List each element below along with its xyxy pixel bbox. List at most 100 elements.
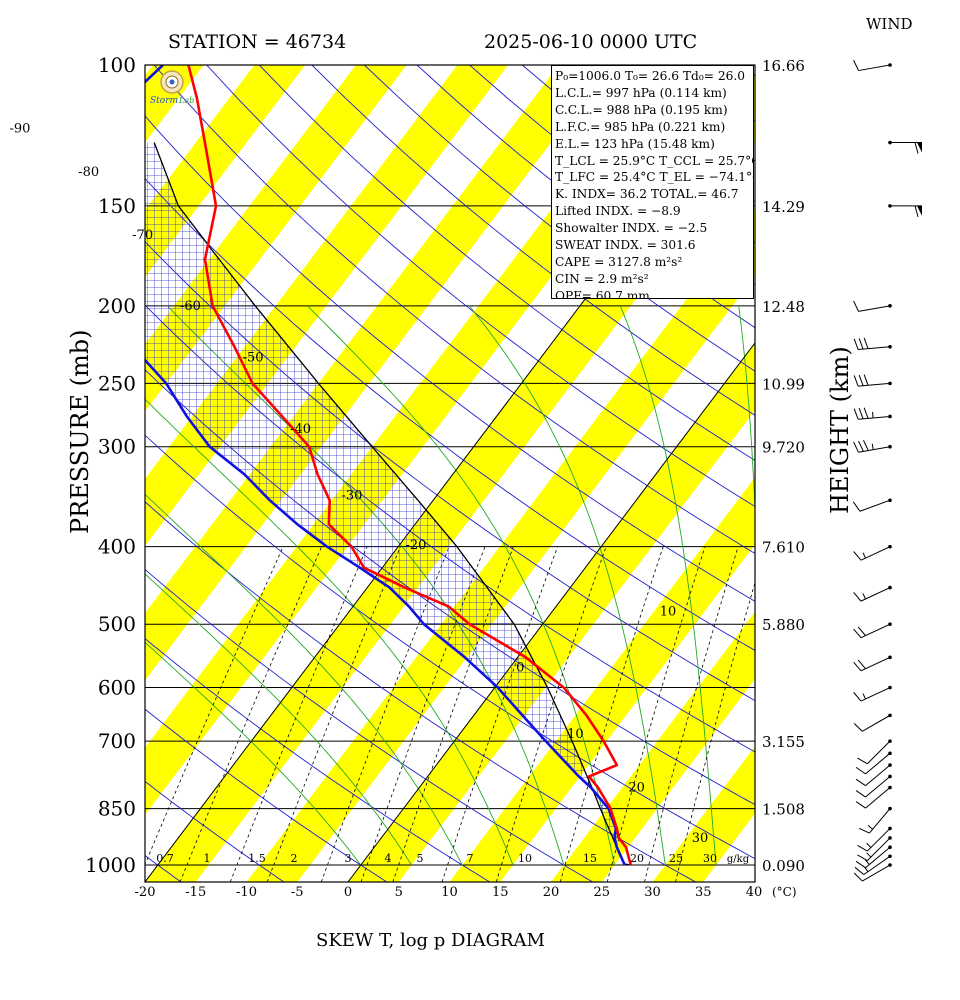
temperature-bands [145, 65, 755, 882]
wind-barb-staff [865, 846, 891, 869]
wind-barb-staff [858, 346, 891, 351]
mixing-ratio-line [179, 546, 322, 882]
wind-barb-feather [855, 801, 866, 809]
index-line: L.F.C.= 985 hPa (0.221 km) [555, 119, 726, 134]
dry-adiabat [145, 115, 755, 602]
wind-barb-feather [858, 407, 864, 420]
isotherm-value-label: -80 [78, 165, 99, 180]
mixing-ratio-label: 0.7 [156, 852, 174, 865]
wind-barb-dot [888, 713, 892, 718]
isotherm-band [652, 746, 755, 882]
isotherm-band [246, 208, 755, 882]
moist-adiabat [145, 493, 463, 866]
wind-barb-feather [854, 866, 865, 875]
wind-barb-feather [853, 692, 862, 702]
wind-barb-half-feather [872, 411, 874, 419]
isotherm-value-label: -20 [405, 538, 426, 553]
station-label: STATION = 46734 [168, 31, 347, 53]
mixing-ratio-label: 1.5 [248, 852, 266, 865]
index-line: L.C.L.= 997 hPa (0.114 km) [555, 85, 727, 100]
mixing-ratio-line [229, 546, 368, 882]
temperature-tick-label: -10 [236, 885, 257, 900]
temperature-tick-label: 20 [543, 885, 560, 900]
mixing-ratio-line [441, 546, 558, 882]
wind-barb-staff [862, 864, 891, 882]
dry-adiabat [145, 637, 491, 882]
moist-adiabat [145, 641, 362, 866]
mixing-ratio-line [644, 546, 739, 882]
temperature-tick-label: 0 [344, 885, 352, 900]
wind-barb-dot [888, 751, 892, 756]
mixing-ratio-label: 1 [204, 852, 211, 865]
wind-barb-staff [865, 776, 891, 798]
height-tick-label: 5.880 [762, 616, 805, 634]
temperature-tick-label: 10 [441, 885, 458, 900]
pressure-tick-label: 400 [98, 535, 136, 559]
wind-barb-feather [853, 661, 862, 672]
wind-barb-staff [860, 656, 891, 672]
wind-barb-dot [888, 204, 892, 208]
temperature-tick-label: 15 [492, 885, 509, 900]
wind-barb-feather [853, 338, 859, 350]
height-axis-label: HEIGHT (km) [826, 346, 854, 514]
wind-barb-feather [853, 551, 862, 561]
isotherm-value-label: -30 [341, 488, 362, 503]
parcel-curve [153, 142, 631, 866]
wind-label: WIND [866, 15, 913, 33]
wind-barb-feather [857, 854, 868, 862]
mixing-ratio-label: 30 [703, 852, 717, 865]
pressure-tick-label: 100 [98, 53, 136, 77]
wind-barb-staff [865, 787, 891, 809]
dry-adiabat [145, 501, 696, 882]
index-line: Showalter INDX. = −2.5 [555, 221, 708, 236]
wind-barb-staff [860, 587, 891, 602]
height-tick-label: 12.48 [762, 298, 805, 316]
height-tick-label: 10.99 [762, 375, 805, 393]
isotherm-band [551, 611, 755, 882]
index-line: QPF= 60.7 mm [555, 288, 650, 299]
wind-barb-dot [888, 498, 892, 503]
temperature-tick-label: 25 [593, 885, 610, 900]
adiabats [145, 65, 755, 882]
wind-barb-dot [888, 763, 892, 767]
wind-barb-staff [865, 752, 891, 775]
isotherm-value-label: 10 [660, 604, 677, 619]
height-tick-label: 7.610 [762, 539, 805, 557]
sounding-profiles [145, 65, 633, 866]
isotherm-band [449, 477, 755, 882]
mixing-ratio-unit: g/kg [727, 854, 750, 865]
isotherm-band [145, 65, 204, 143]
moist-adiabat [468, 305, 666, 866]
wind-barb-half-feather [871, 443, 874, 450]
svg-text:Storm: Storm [150, 96, 178, 106]
wind-barb-dot [888, 739, 892, 743]
temperature-tick-label: 40 [746, 885, 763, 900]
wind-barb-feather [914, 205, 919, 218]
sounding-indices-panel: P₀=1006.0 T₀= 26.6 Td₀= 26.0 L.C.L.= 997… [551, 65, 754, 299]
wind-barb-feather [855, 766, 866, 775]
pressure-tick-label: 700 [98, 729, 136, 753]
pressure-tick-label: 300 [98, 435, 136, 459]
wind-barb-feather [855, 778, 866, 787]
isotherm-value-label: 20 [628, 781, 645, 796]
pressure-tick-label: 200 [98, 294, 136, 318]
wind-barb-feather [853, 441, 859, 453]
index-line: CAPE = 3127.8 m²s² [555, 254, 683, 269]
svg-text:Lab: Lab [178, 96, 194, 105]
storm-lab-logo: Storm Lab [148, 68, 196, 110]
wind-barb-dot [888, 685, 892, 690]
wind-barb-staff [860, 687, 891, 702]
wind-barb-half-feather [862, 552, 866, 559]
plot-border [144, 64, 756, 883]
wind-barb-staff [858, 64, 891, 72]
wind-barb-feather [857, 757, 868, 765]
index-line: T_LFC = 25.4°C T_EL = −74.1°C [555, 170, 754, 185]
wind-barb-dot [888, 854, 892, 859]
dry-adiabat [145, 568, 594, 882]
wind-barb-dot [888, 836, 892, 840]
height-tick-label: 16.66 [762, 57, 805, 75]
pressure-tick-label: 1000 [85, 853, 136, 877]
wind-barb-feather [852, 501, 861, 512]
wind-barb-feather [914, 142, 919, 154]
wind-barbs [852, 60, 922, 882]
